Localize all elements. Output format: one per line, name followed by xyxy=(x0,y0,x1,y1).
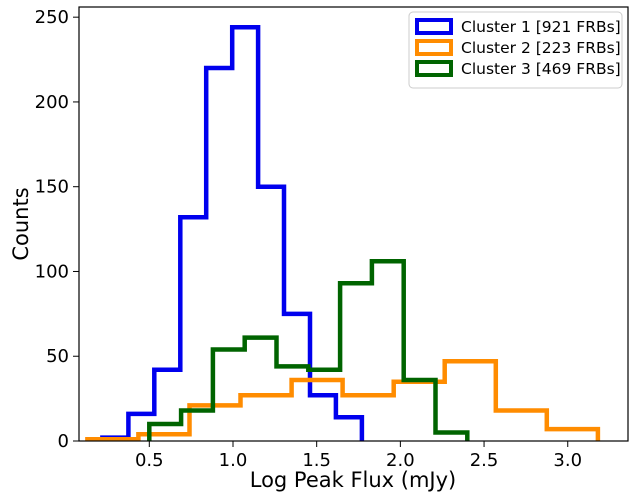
legend-swatch xyxy=(415,18,453,35)
x-axis-label: Log Peak Flux (mJy) xyxy=(250,468,457,492)
legend-swatch xyxy=(415,39,453,56)
y-tick-label: 250 xyxy=(35,7,69,28)
y-tick-label: 100 xyxy=(35,261,69,282)
y-tick-label: 0 xyxy=(58,431,69,452)
legend: Cluster 1 [921 FRBs] Cluster 2 [223 FRBs]… xyxy=(408,11,623,89)
y-tick-label: 150 xyxy=(35,177,69,198)
axis-ticks: 0.5 1.0 1.5 2.0 2.5 3.0 0 50 100 150 200 250 xyxy=(35,7,582,471)
x-tick-label: 2.5 xyxy=(470,450,499,471)
histogram-series-1 xyxy=(100,25,365,441)
plot-area xyxy=(85,25,601,442)
legend-entry: Cluster 1 [921 FRBs] xyxy=(461,18,621,36)
legend-swatch xyxy=(415,60,453,77)
legend-entry: Cluster 3 [469 FRBs] xyxy=(461,60,621,78)
x-tick-label: 3.0 xyxy=(553,450,582,471)
x-tick-label: 0.5 xyxy=(135,450,164,471)
y-tick-label: 50 xyxy=(46,346,69,367)
legend-box xyxy=(408,11,623,89)
x-tick-label: 2.0 xyxy=(386,450,415,471)
y-tick-label: 200 xyxy=(35,92,69,113)
histogram-series-2 xyxy=(85,359,601,442)
x-tick-label: 1.0 xyxy=(219,450,248,471)
x-tick-label: 1.5 xyxy=(302,450,331,471)
histogram-series-3 xyxy=(147,259,470,441)
axes-frame xyxy=(78,6,629,442)
y-axis-label: Counts xyxy=(9,187,33,260)
legend-entry: Cluster 2 [223 FRBs] xyxy=(461,39,621,57)
